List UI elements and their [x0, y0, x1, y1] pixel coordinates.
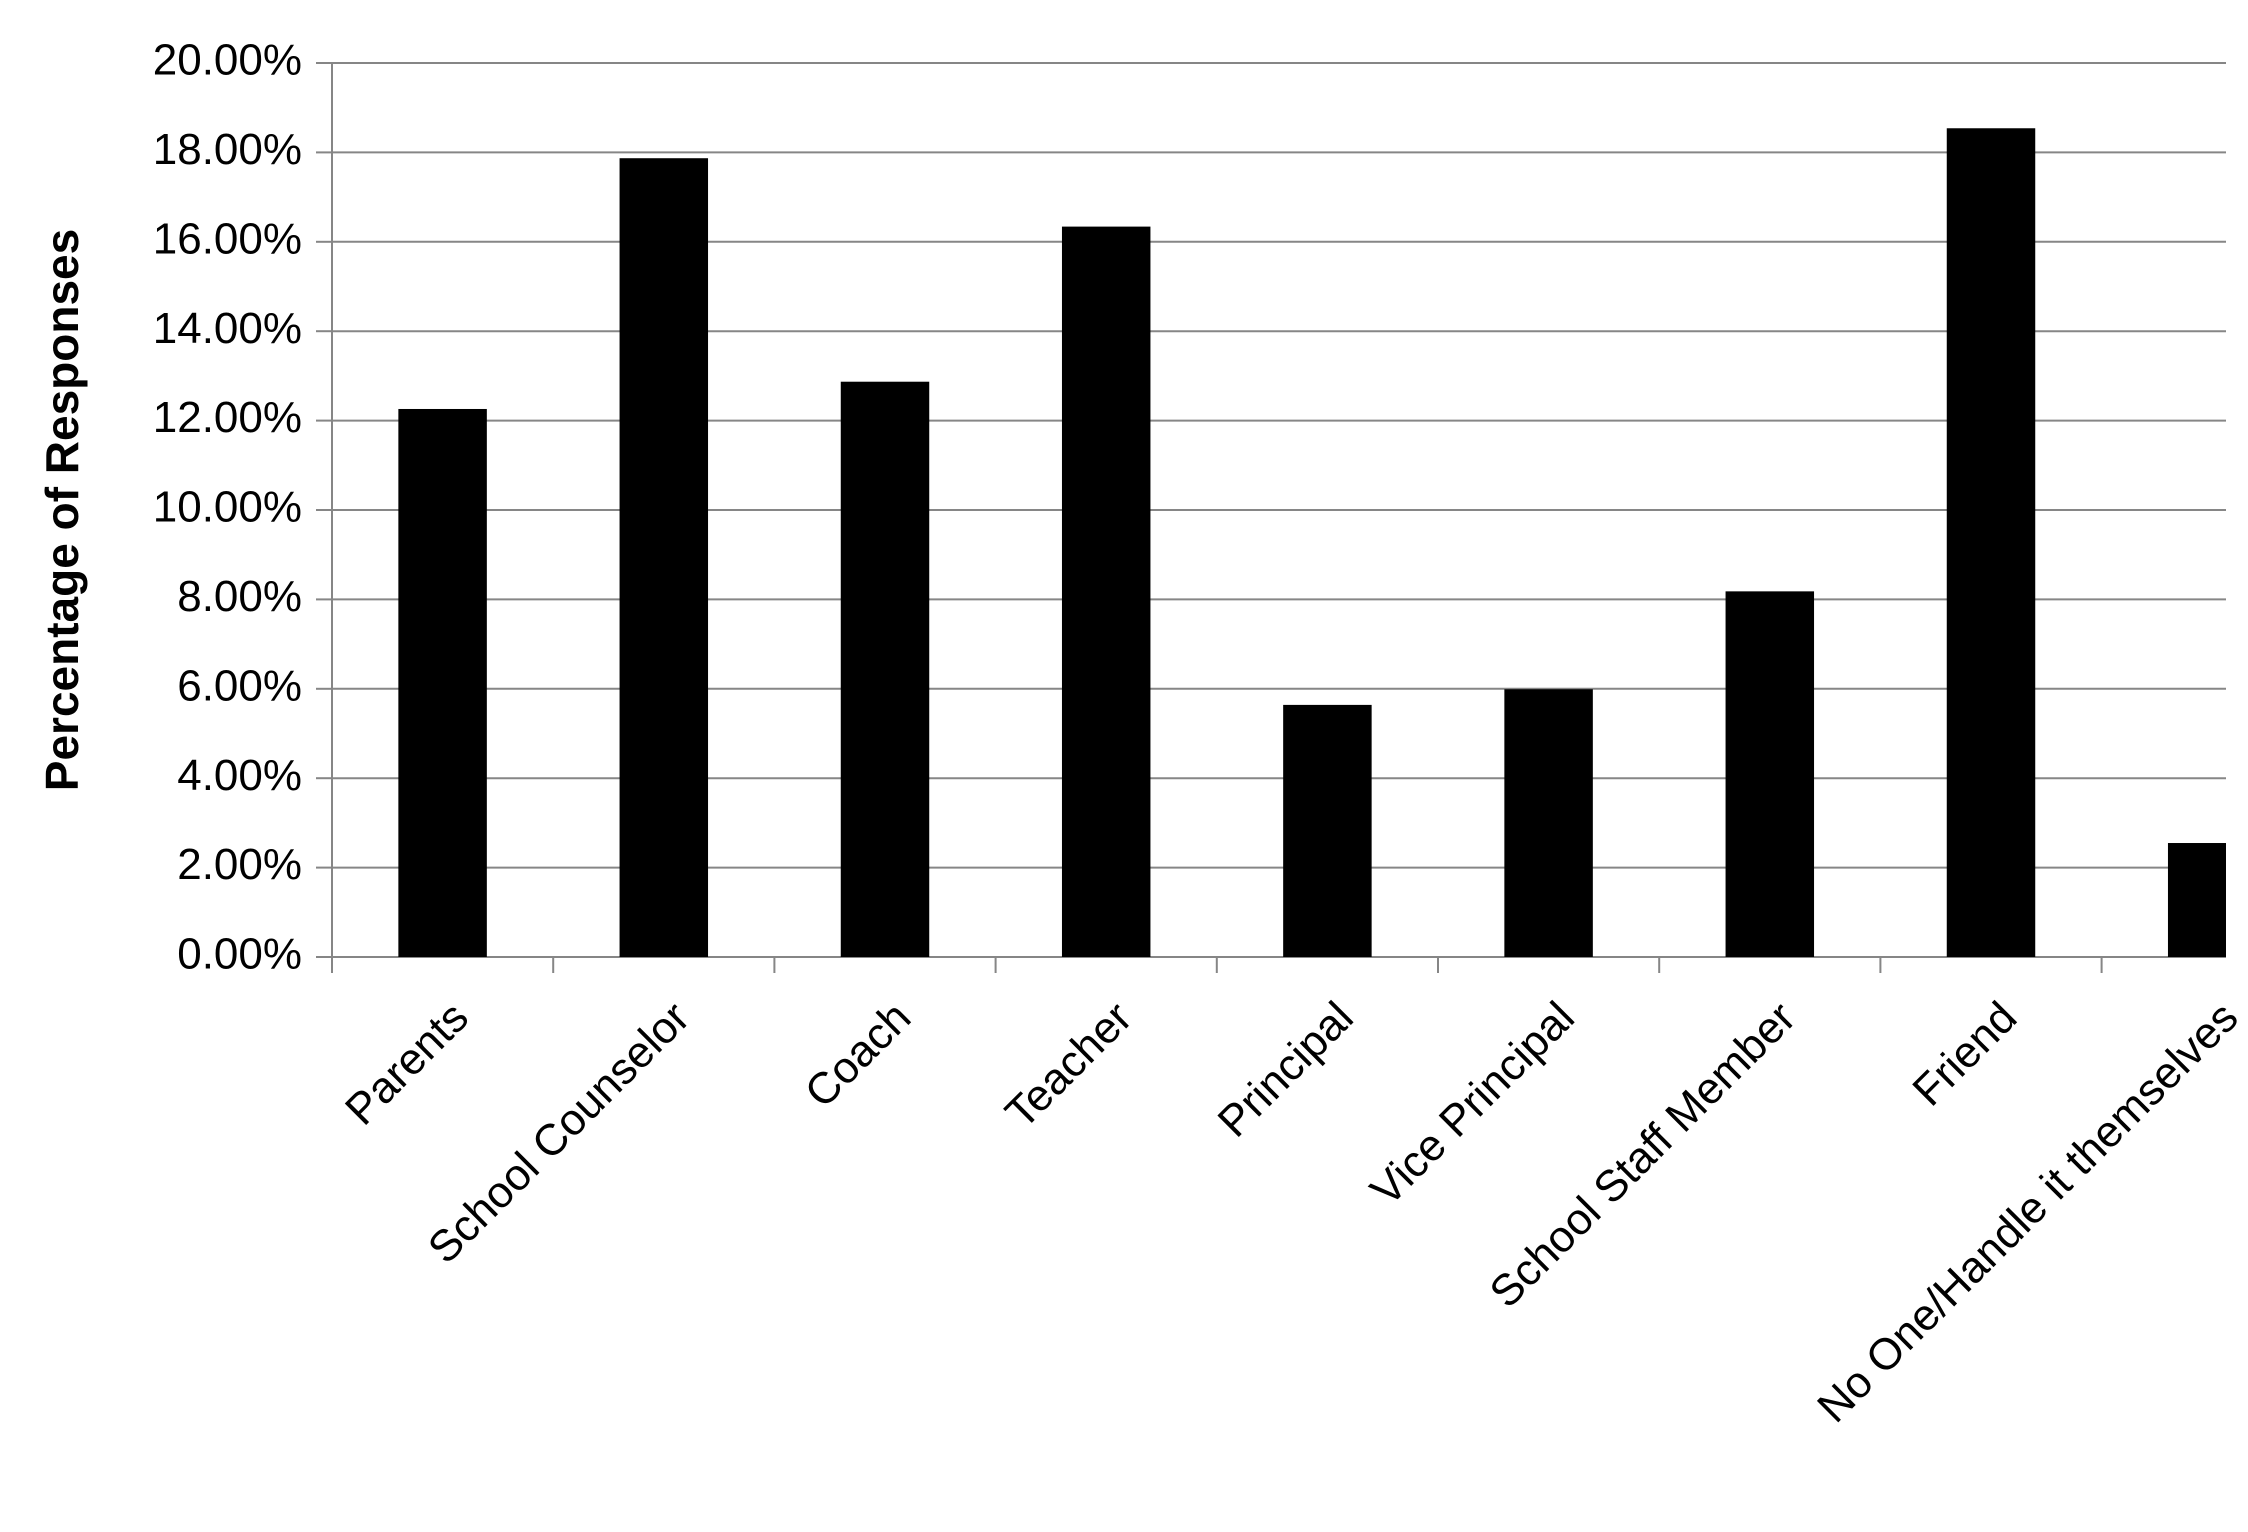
bar [840, 381, 930, 957]
x-tick-label: Vice Principal [1361, 993, 1584, 1216]
y-tick-label: 16.00% [153, 214, 302, 263]
bar [1725, 591, 1815, 957]
y-tick-label: 14.00% [153, 304, 302, 353]
x-tick-label: Friend [1903, 993, 2026, 1116]
y-tick-label: 4.00% [177, 751, 302, 800]
y-tick-label: 12.00% [153, 393, 302, 442]
bar [1946, 128, 2036, 958]
x-tick-label: Teacher [996, 993, 1141, 1138]
bar [1283, 704, 1372, 957]
y-tick-label: 20.00% [153, 36, 302, 85]
bar [619, 158, 709, 957]
x-tick-label: No One/Handle it themselves [1808, 993, 2247, 1432]
bar [1061, 226, 1151, 958]
y-axis-title: Percentage of Responses [36, 229, 88, 791]
y-tick-label: 18.00% [153, 125, 302, 174]
x-tick-label: Parents [336, 993, 478, 1135]
y-tick-label: 0.00% [177, 930, 302, 979]
bar [2167, 843, 2226, 957]
y-tick-label: 2.00% [177, 840, 302, 889]
y-tick-label: 6.00% [177, 661, 302, 710]
bar [1504, 689, 1593, 957]
y-tick-label: 8.00% [177, 572, 302, 621]
y-tick-label: 10.00% [153, 483, 302, 532]
x-tick-label: Principal [1209, 993, 1363, 1147]
x-tick-label: Coach [796, 993, 921, 1118]
bar [398, 408, 487, 957]
